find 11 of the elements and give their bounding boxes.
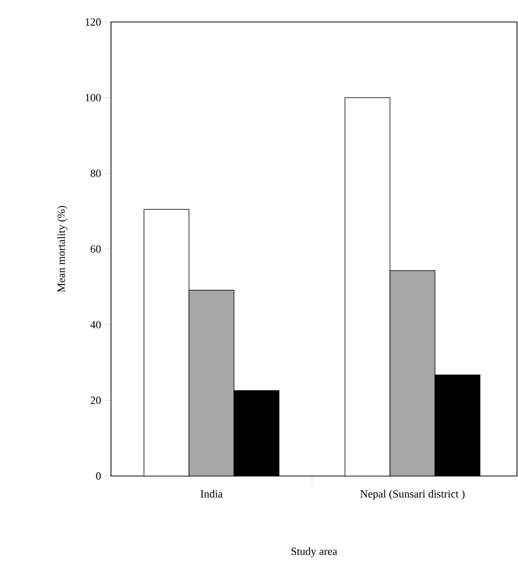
y-tick-label: 120 bbox=[86, 18, 101, 26]
x-tick-label: India bbox=[200, 490, 223, 498]
x-axis-title: Study area bbox=[291, 547, 338, 558]
y-tick-label: 40 bbox=[90, 320, 101, 328]
y-tick-label: 20 bbox=[90, 396, 101, 404]
y-tick-label: 0 bbox=[96, 472, 101, 480]
y-tick-label: 60 bbox=[90, 245, 101, 253]
y-tick-label: 100 bbox=[86, 94, 101, 102]
x-tick-label: Nepal (Sunsari district ) bbox=[360, 490, 465, 500]
y-axis-title: Mean mortality (%) bbox=[57, 206, 68, 292]
y-tick-label: 80 bbox=[90, 170, 101, 178]
